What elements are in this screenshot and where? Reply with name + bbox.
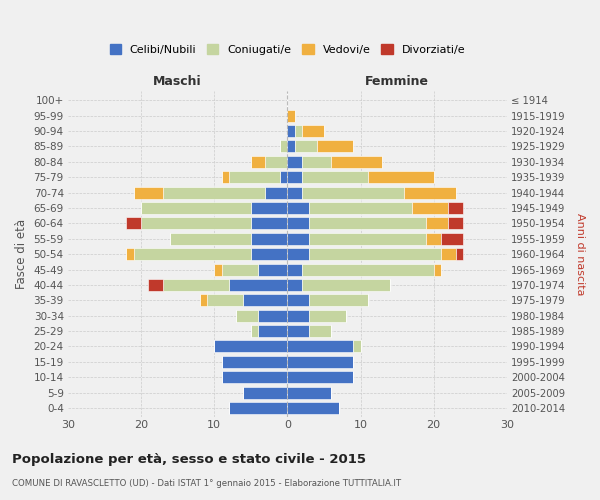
Bar bbox=[302, 264, 434, 276]
Bar bbox=[265, 156, 287, 168]
Bar bbox=[448, 218, 463, 230]
Bar bbox=[317, 140, 353, 152]
Bar bbox=[412, 202, 448, 214]
Bar bbox=[287, 202, 310, 214]
Bar bbox=[265, 186, 287, 198]
Bar bbox=[221, 171, 229, 183]
Bar bbox=[141, 218, 251, 230]
Bar bbox=[310, 325, 331, 337]
Bar bbox=[427, 218, 448, 230]
Bar bbox=[287, 156, 302, 168]
Bar bbox=[331, 156, 382, 168]
Bar bbox=[287, 402, 338, 414]
Bar bbox=[258, 264, 287, 276]
Bar bbox=[310, 232, 427, 244]
Bar bbox=[229, 171, 280, 183]
Bar bbox=[310, 294, 368, 306]
Text: Maschi: Maschi bbox=[154, 75, 202, 88]
Bar bbox=[441, 248, 455, 260]
Bar bbox=[287, 218, 310, 230]
Bar bbox=[170, 232, 251, 244]
Bar bbox=[310, 248, 441, 260]
Legend: Celibi/Nubili, Coniugati/e, Vedovi/e, Divorziati/e: Celibi/Nubili, Coniugati/e, Vedovi/e, Di… bbox=[110, 44, 465, 55]
Bar bbox=[404, 186, 455, 198]
Bar bbox=[229, 402, 287, 414]
Bar bbox=[287, 232, 310, 244]
Bar bbox=[287, 294, 310, 306]
Bar bbox=[302, 171, 368, 183]
Bar bbox=[368, 171, 434, 183]
Bar bbox=[258, 325, 287, 337]
Bar bbox=[207, 294, 244, 306]
Bar bbox=[455, 248, 463, 260]
Bar bbox=[251, 325, 258, 337]
Bar bbox=[287, 310, 310, 322]
Bar bbox=[287, 340, 353, 352]
Bar bbox=[302, 156, 331, 168]
Bar bbox=[251, 156, 265, 168]
Bar bbox=[302, 279, 390, 291]
Text: Popolazione per età, sesso e stato civile - 2015: Popolazione per età, sesso e stato civil… bbox=[12, 452, 366, 466]
Bar bbox=[427, 232, 441, 244]
Bar bbox=[310, 202, 412, 214]
Bar bbox=[295, 125, 302, 137]
Bar bbox=[434, 264, 441, 276]
Bar bbox=[310, 310, 346, 322]
Bar bbox=[221, 371, 287, 383]
Bar bbox=[441, 232, 463, 244]
Bar bbox=[134, 248, 251, 260]
Bar bbox=[229, 279, 287, 291]
Y-axis label: Fasce di età: Fasce di età bbox=[15, 219, 28, 289]
Bar bbox=[287, 279, 302, 291]
Bar bbox=[287, 186, 302, 198]
Bar bbox=[448, 202, 463, 214]
Text: Femmine: Femmine bbox=[365, 75, 429, 88]
Bar bbox=[287, 325, 310, 337]
Bar bbox=[287, 171, 302, 183]
Bar bbox=[258, 310, 287, 322]
Bar bbox=[302, 186, 404, 198]
Bar bbox=[214, 340, 287, 352]
Bar bbox=[148, 279, 163, 291]
Bar bbox=[353, 340, 361, 352]
Bar bbox=[287, 356, 353, 368]
Bar bbox=[287, 248, 310, 260]
Bar bbox=[251, 248, 287, 260]
Bar bbox=[134, 186, 163, 198]
Y-axis label: Anni di nascita: Anni di nascita bbox=[575, 213, 585, 296]
Bar bbox=[214, 264, 221, 276]
Bar bbox=[280, 171, 287, 183]
Bar bbox=[310, 218, 427, 230]
Bar bbox=[280, 140, 287, 152]
Bar bbox=[221, 356, 287, 368]
Bar bbox=[287, 125, 295, 137]
Bar bbox=[251, 218, 287, 230]
Bar bbox=[200, 294, 207, 306]
Bar bbox=[287, 264, 302, 276]
Bar bbox=[127, 248, 134, 260]
Bar bbox=[287, 386, 331, 398]
Bar bbox=[287, 110, 295, 122]
Bar bbox=[295, 140, 317, 152]
Bar bbox=[127, 218, 141, 230]
Text: COMUNE DI RAVASCLETTO (UD) - Dati ISTAT 1° gennaio 2015 - Elaborazione TUTTITALI: COMUNE DI RAVASCLETTO (UD) - Dati ISTAT … bbox=[12, 479, 401, 488]
Bar bbox=[236, 310, 258, 322]
Bar bbox=[244, 386, 287, 398]
Bar bbox=[244, 294, 287, 306]
Bar bbox=[221, 264, 258, 276]
Bar bbox=[251, 202, 287, 214]
Bar bbox=[163, 279, 229, 291]
Bar bbox=[287, 140, 295, 152]
Bar bbox=[163, 186, 265, 198]
Bar bbox=[287, 371, 353, 383]
Bar bbox=[302, 125, 324, 137]
Bar bbox=[251, 232, 287, 244]
Bar bbox=[141, 202, 251, 214]
